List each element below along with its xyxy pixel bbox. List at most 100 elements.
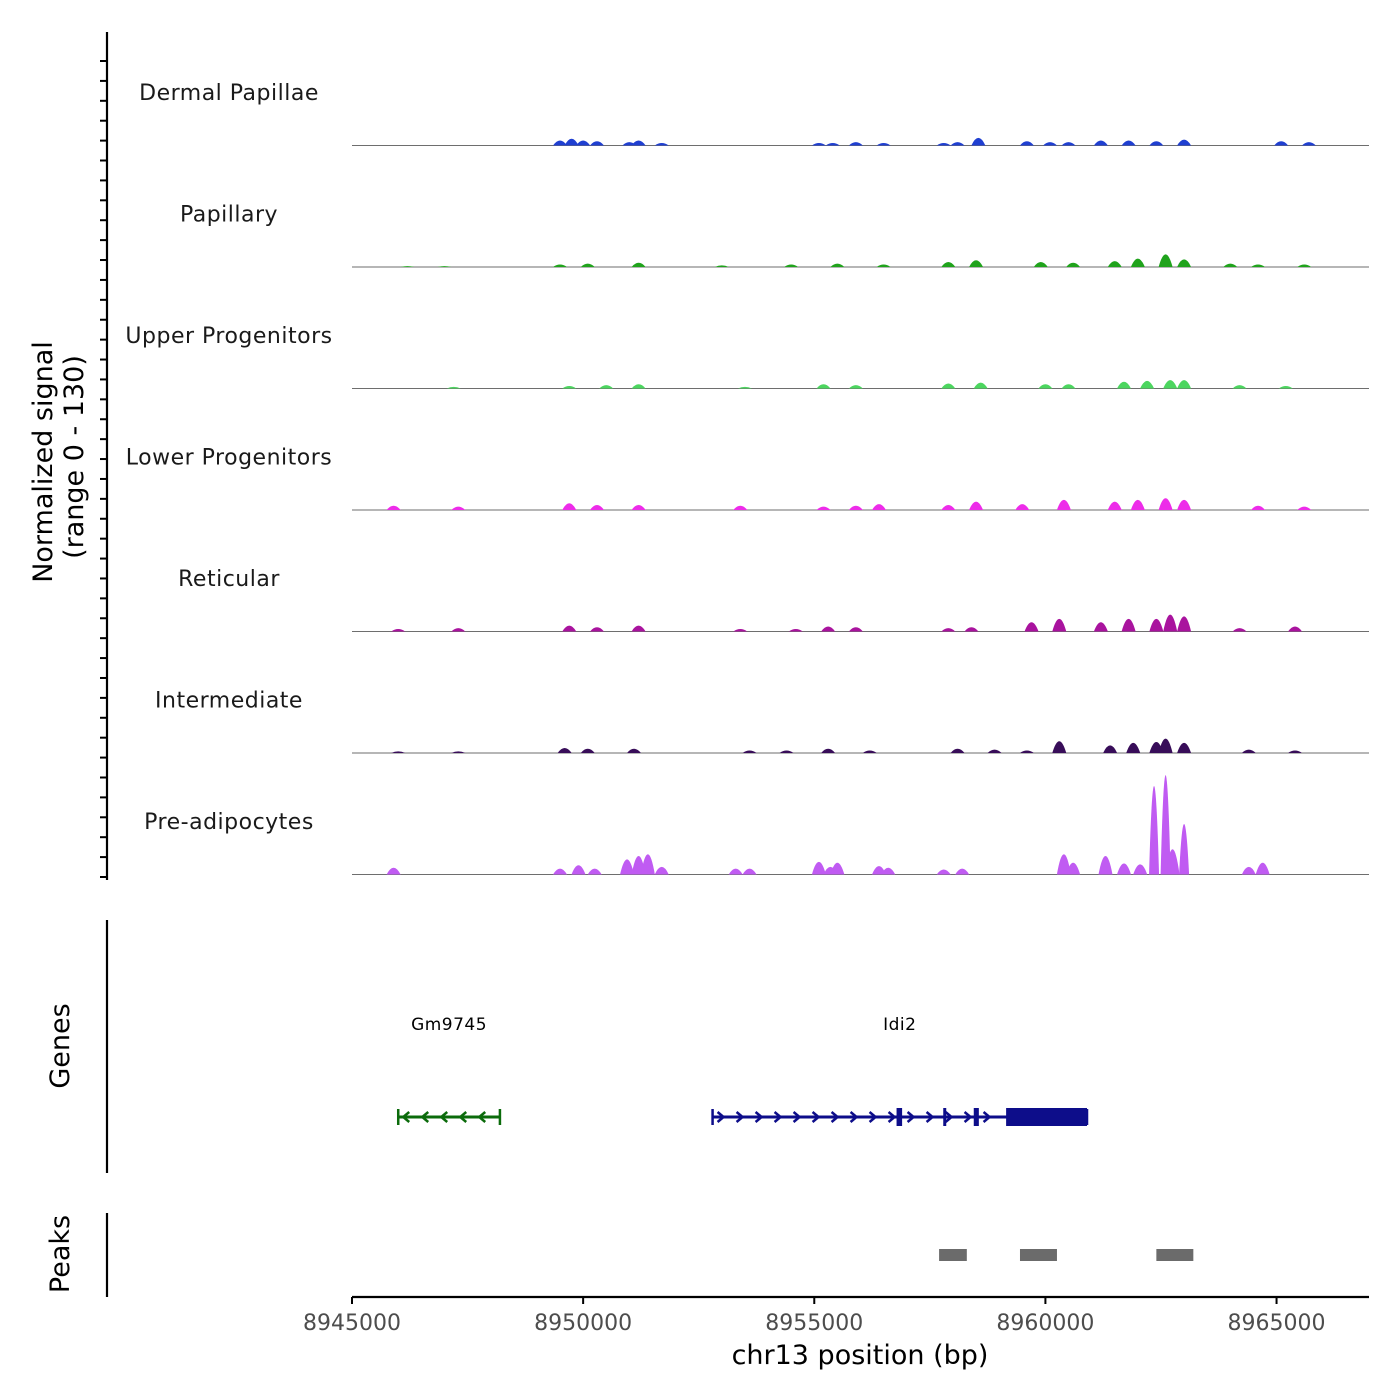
signal-peak (1024, 622, 1039, 632)
signal-peak (788, 628, 803, 632)
signal-peak (400, 266, 415, 267)
signal-peak (742, 868, 757, 875)
signal-peak (1255, 862, 1270, 875)
signal-peak (1301, 142, 1316, 146)
strand-arrow (735, 1111, 745, 1123)
signal-peak (1241, 749, 1256, 753)
strand-arrow (792, 1111, 802, 1123)
strand-arrow (477, 1111, 487, 1123)
signal-peak (451, 506, 466, 510)
strand-arrow (849, 1111, 859, 1123)
signal-peak (437, 266, 452, 267)
signal-peak (941, 261, 956, 267)
signal-peak (830, 862, 845, 875)
track-label: Pre-adipocytes (144, 810, 314, 835)
signal-peak (811, 861, 826, 875)
track-label: Upper Progenitors (125, 324, 332, 349)
signal-peak (1160, 775, 1171, 875)
signal-peak (576, 140, 591, 146)
signal-peak (1056, 499, 1071, 510)
gene-track: Gm9745 Idi2 (396, 1015, 1089, 1126)
strand-arrow (420, 1111, 430, 1123)
signal-peak (1133, 864, 1148, 875)
strand-arrow (439, 1111, 449, 1123)
strand-arrow (754, 1111, 764, 1123)
signal-peak (599, 385, 614, 389)
signal-peak (848, 385, 863, 389)
signal-peak (654, 866, 669, 875)
signal-peak (1126, 742, 1141, 753)
signal-peak (941, 383, 956, 389)
signal-peak (1251, 264, 1266, 267)
track-intermediate: Intermediate (155, 689, 1369, 754)
signal-peak (969, 260, 984, 267)
signal-peak (391, 628, 406, 632)
signal-peak (620, 859, 635, 875)
signal-peak (742, 750, 757, 753)
signal-peak (825, 142, 840, 146)
track-reticular: Reticular (178, 567, 1369, 632)
strand-arrow (458, 1111, 468, 1123)
signal-peak (1043, 142, 1058, 146)
track-label: Lower Progenitors (126, 446, 332, 471)
track-upper-progenitors: Upper Progenitors (125, 324, 1369, 389)
signal-peak (391, 751, 406, 753)
signal-peak (1038, 384, 1053, 389)
signal-peak (451, 751, 466, 753)
strand-arrow (906, 1111, 916, 1123)
strand-arrow (830, 1111, 840, 1123)
signal-peak (1061, 384, 1076, 389)
signal-peak (1130, 258, 1145, 267)
signal-peak (1297, 264, 1312, 267)
signal-peak (936, 869, 951, 875)
signal-peak (590, 141, 605, 146)
x-axis-label: chr13 position (bp) (732, 1340, 989, 1371)
peak-track (939, 1249, 1194, 1261)
signal-peak (1274, 141, 1289, 146)
signal-peak (779, 750, 794, 753)
signal-peak (816, 384, 831, 389)
signal-peak (571, 865, 586, 875)
signal-peak (654, 142, 669, 146)
signal-peak (821, 626, 836, 632)
signal-peak (1052, 618, 1067, 632)
coverage-y-ticks (100, 60, 107, 878)
signal-peak (631, 625, 646, 632)
signal-peak (446, 386, 461, 389)
signal-peak (969, 501, 984, 510)
signal-peak (871, 504, 886, 510)
signal-peak (1056, 854, 1071, 875)
track-label: Dermal Papillae (139, 81, 319, 106)
signal-peak (562, 385, 577, 389)
coverage-y-label: Normalized signal (28, 341, 59, 583)
signal-peak (1297, 506, 1312, 510)
signal-peak (1052, 741, 1067, 753)
signal-peak (1177, 616, 1192, 632)
signal-peak (562, 503, 577, 510)
signal-peak (1177, 259, 1192, 267)
signal-peak (1251, 505, 1266, 510)
signal-peak (1177, 380, 1192, 389)
strand-arrow (716, 1111, 726, 1123)
signal-peak (631, 504, 646, 510)
signal-peak (1061, 142, 1076, 146)
x-tick-label: 8950000 (534, 1311, 632, 1336)
signal-peak (1103, 745, 1118, 753)
signal-peak (1066, 262, 1081, 267)
signal-peak (1033, 261, 1048, 267)
signal-peak (971, 137, 986, 146)
signal-peak (1177, 139, 1192, 146)
track-label: Papillary (180, 203, 278, 228)
gene-idi2: Idi2 (711, 1015, 1089, 1126)
signal-peak (1158, 738, 1173, 753)
signal-peak (590, 504, 605, 510)
strand-arrow (925, 1111, 935, 1123)
signal-peak (1177, 742, 1192, 753)
x-tick-label: 8960000 (996, 1311, 1094, 1336)
exon (943, 1108, 947, 1126)
signal-peak (580, 748, 595, 753)
signal-peak (964, 627, 979, 632)
signal-peak (737, 386, 752, 389)
signal-peak (848, 627, 863, 632)
